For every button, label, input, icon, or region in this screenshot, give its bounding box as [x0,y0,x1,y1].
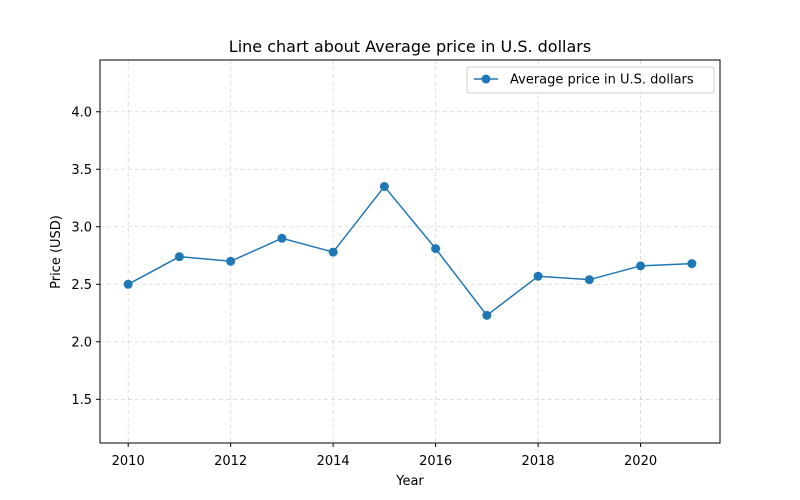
y-axis-label: Price (USD) [49,215,64,289]
legend-entry-label: Average price in U.S. dollars [510,73,694,88]
y-tick-label: 3.0 [71,220,92,235]
x-tick-label: 2014 [317,454,350,469]
y-tick-label: 2.0 [71,335,92,350]
data-point-2012 [226,256,236,266]
chart-title: Line chart about Average price in U.S. d… [229,37,591,56]
data-point-2015 [379,182,389,192]
plot-area-frame [99,59,721,444]
x-tick-label: 2018 [522,454,555,469]
data-point-2010 [123,279,133,289]
series-layer [123,182,697,320]
legend-box [466,66,715,94]
data-point-2013 [277,233,287,243]
legend-marker [481,74,491,84]
data-point-2011 [174,252,184,262]
y-tick-label: 4.0 [71,105,92,120]
x-axis: 2010 2012 2014 2016 2018 2020 [112,443,657,469]
grid-lines [100,60,720,443]
series-line [127,185,692,317]
x-tick-label: 2020 [624,454,657,469]
x-tick-label: 2016 [419,454,452,469]
y-axis: 1.5 2.0 2.5 3.0 3.5 4.0 [71,105,100,408]
x-tick-label: 2012 [214,454,247,469]
data-point-2016 [431,244,441,254]
y-tick-label: 1.5 [71,393,92,408]
data-point-2019 [584,275,594,285]
x-axis-label: Year [395,474,424,489]
data-point-2018 [533,271,543,281]
legend: Average price in U.S. dollars [466,66,715,94]
data-point-2021 [687,259,697,269]
data-point-2017 [482,310,492,320]
x-tick-label: 2010 [112,454,145,469]
data-point-2020 [636,261,646,271]
data-point-2014 [328,247,338,257]
y-tick-label: 2.5 [71,278,92,293]
y-tick-label: 3.5 [71,163,92,178]
